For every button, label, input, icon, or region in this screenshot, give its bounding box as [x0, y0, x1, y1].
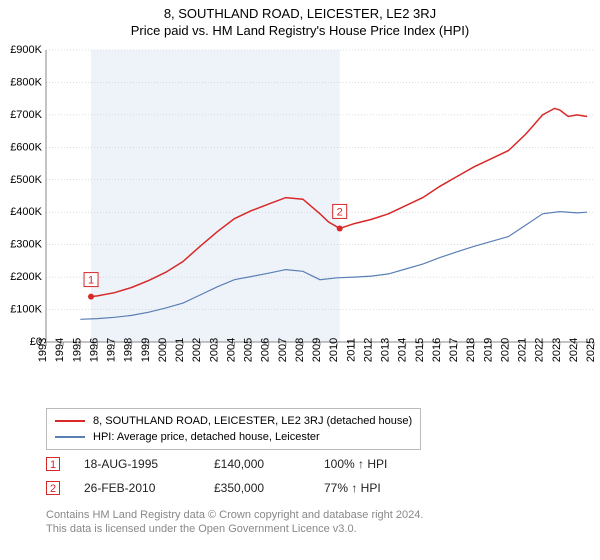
svg-text:2003: 2003: [208, 338, 220, 362]
legend-label: HPI: Average price, detached house, Leic…: [93, 429, 320, 445]
svg-text:£100K: £100K: [10, 304, 42, 316]
svg-text:£600K: £600K: [10, 141, 42, 153]
svg-text:2000: 2000: [157, 338, 169, 362]
svg-text:£900K: £900K: [10, 44, 42, 56]
svg-text:2004: 2004: [225, 338, 237, 362]
svg-text:2024: 2024: [568, 338, 580, 362]
svg-text:2010: 2010: [328, 338, 340, 362]
svg-text:2017: 2017: [448, 338, 460, 362]
footer-copyright: Contains HM Land Registry data © Crown c…: [46, 508, 423, 522]
svg-text:£300K: £300K: [10, 239, 42, 251]
svg-text:2022: 2022: [534, 338, 546, 362]
event-date: 18-AUG-1995: [84, 457, 214, 471]
svg-text:2011: 2011: [345, 338, 357, 362]
svg-text:2: 2: [337, 206, 343, 218]
svg-text:2007: 2007: [277, 338, 289, 362]
svg-text:2015: 2015: [414, 338, 426, 362]
legend-item: HPI: Average price, detached house, Leic…: [55, 429, 412, 445]
title-subtitle: Price paid vs. HM Land Registry's House …: [0, 23, 600, 38]
svg-text:2025: 2025: [585, 338, 597, 362]
price-events-table: 1 18-AUG-1995 £140,000 100% ↑ HPI 2 26-F…: [46, 452, 434, 500]
legend-swatch: [55, 420, 85, 422]
svg-text:2016: 2016: [431, 338, 443, 362]
chart-title-block: 8, SOUTHLAND ROAD, LEICESTER, LE2 3RJ Pr…: [0, 0, 600, 40]
svg-text:2006: 2006: [260, 338, 272, 362]
event-marker: 2: [46, 481, 60, 495]
svg-text:2019: 2019: [482, 338, 494, 362]
legend: 8, SOUTHLAND ROAD, LEICESTER, LE2 3RJ (d…: [46, 408, 421, 450]
svg-text:2005: 2005: [243, 338, 255, 362]
svg-text:1999: 1999: [140, 338, 152, 362]
table-row: 2 26-FEB-2010 £350,000 77% ↑ HPI: [46, 476, 434, 500]
svg-text:1993: 1993: [37, 338, 49, 362]
svg-text:1996: 1996: [88, 338, 100, 362]
chart-area: £0£100K£200K£300K£400K£500K£600K£700K£80…: [0, 42, 600, 400]
svg-text:£500K: £500K: [10, 174, 42, 186]
svg-text:2018: 2018: [465, 338, 477, 362]
legend-swatch: [55, 436, 85, 438]
svg-text:£400K: £400K: [10, 206, 42, 218]
svg-text:£700K: £700K: [10, 109, 42, 121]
svg-text:2009: 2009: [311, 338, 323, 362]
svg-text:2021: 2021: [517, 338, 529, 362]
event-marker: 1: [46, 457, 60, 471]
svg-text:2014: 2014: [397, 338, 409, 362]
svg-text:£800K: £800K: [10, 76, 42, 88]
svg-text:1995: 1995: [71, 338, 83, 362]
title-address: 8, SOUTHLAND ROAD, LEICESTER, LE2 3RJ: [0, 6, 600, 21]
event-price: £350,000: [214, 481, 324, 495]
event-hpi-pct: 100% ↑ HPI: [324, 457, 434, 471]
license-footer: Contains HM Land Registry data © Crown c…: [46, 508, 423, 536]
svg-text:1997: 1997: [106, 338, 118, 362]
footer-license: This data is licensed under the Open Gov…: [46, 522, 423, 536]
svg-text:2023: 2023: [551, 338, 563, 362]
legend-item: 8, SOUTHLAND ROAD, LEICESTER, LE2 3RJ (d…: [55, 413, 412, 429]
event-date: 26-FEB-2010: [84, 481, 214, 495]
svg-text:2012: 2012: [362, 338, 374, 362]
svg-text:£200K: £200K: [10, 271, 42, 283]
svg-text:2020: 2020: [499, 338, 511, 362]
table-row: 1 18-AUG-1995 £140,000 100% ↑ HPI: [46, 452, 434, 476]
svg-text:2001: 2001: [174, 338, 186, 362]
svg-text:2002: 2002: [191, 338, 203, 362]
event-hpi-pct: 77% ↑ HPI: [324, 481, 434, 495]
svg-text:2008: 2008: [294, 338, 306, 362]
svg-text:1994: 1994: [54, 338, 66, 362]
svg-text:1: 1: [88, 275, 94, 287]
svg-text:2013: 2013: [380, 338, 392, 362]
legend-label: 8, SOUTHLAND ROAD, LEICESTER, LE2 3RJ (d…: [93, 413, 412, 429]
svg-text:1998: 1998: [123, 338, 135, 362]
event-price: £140,000: [214, 457, 324, 471]
